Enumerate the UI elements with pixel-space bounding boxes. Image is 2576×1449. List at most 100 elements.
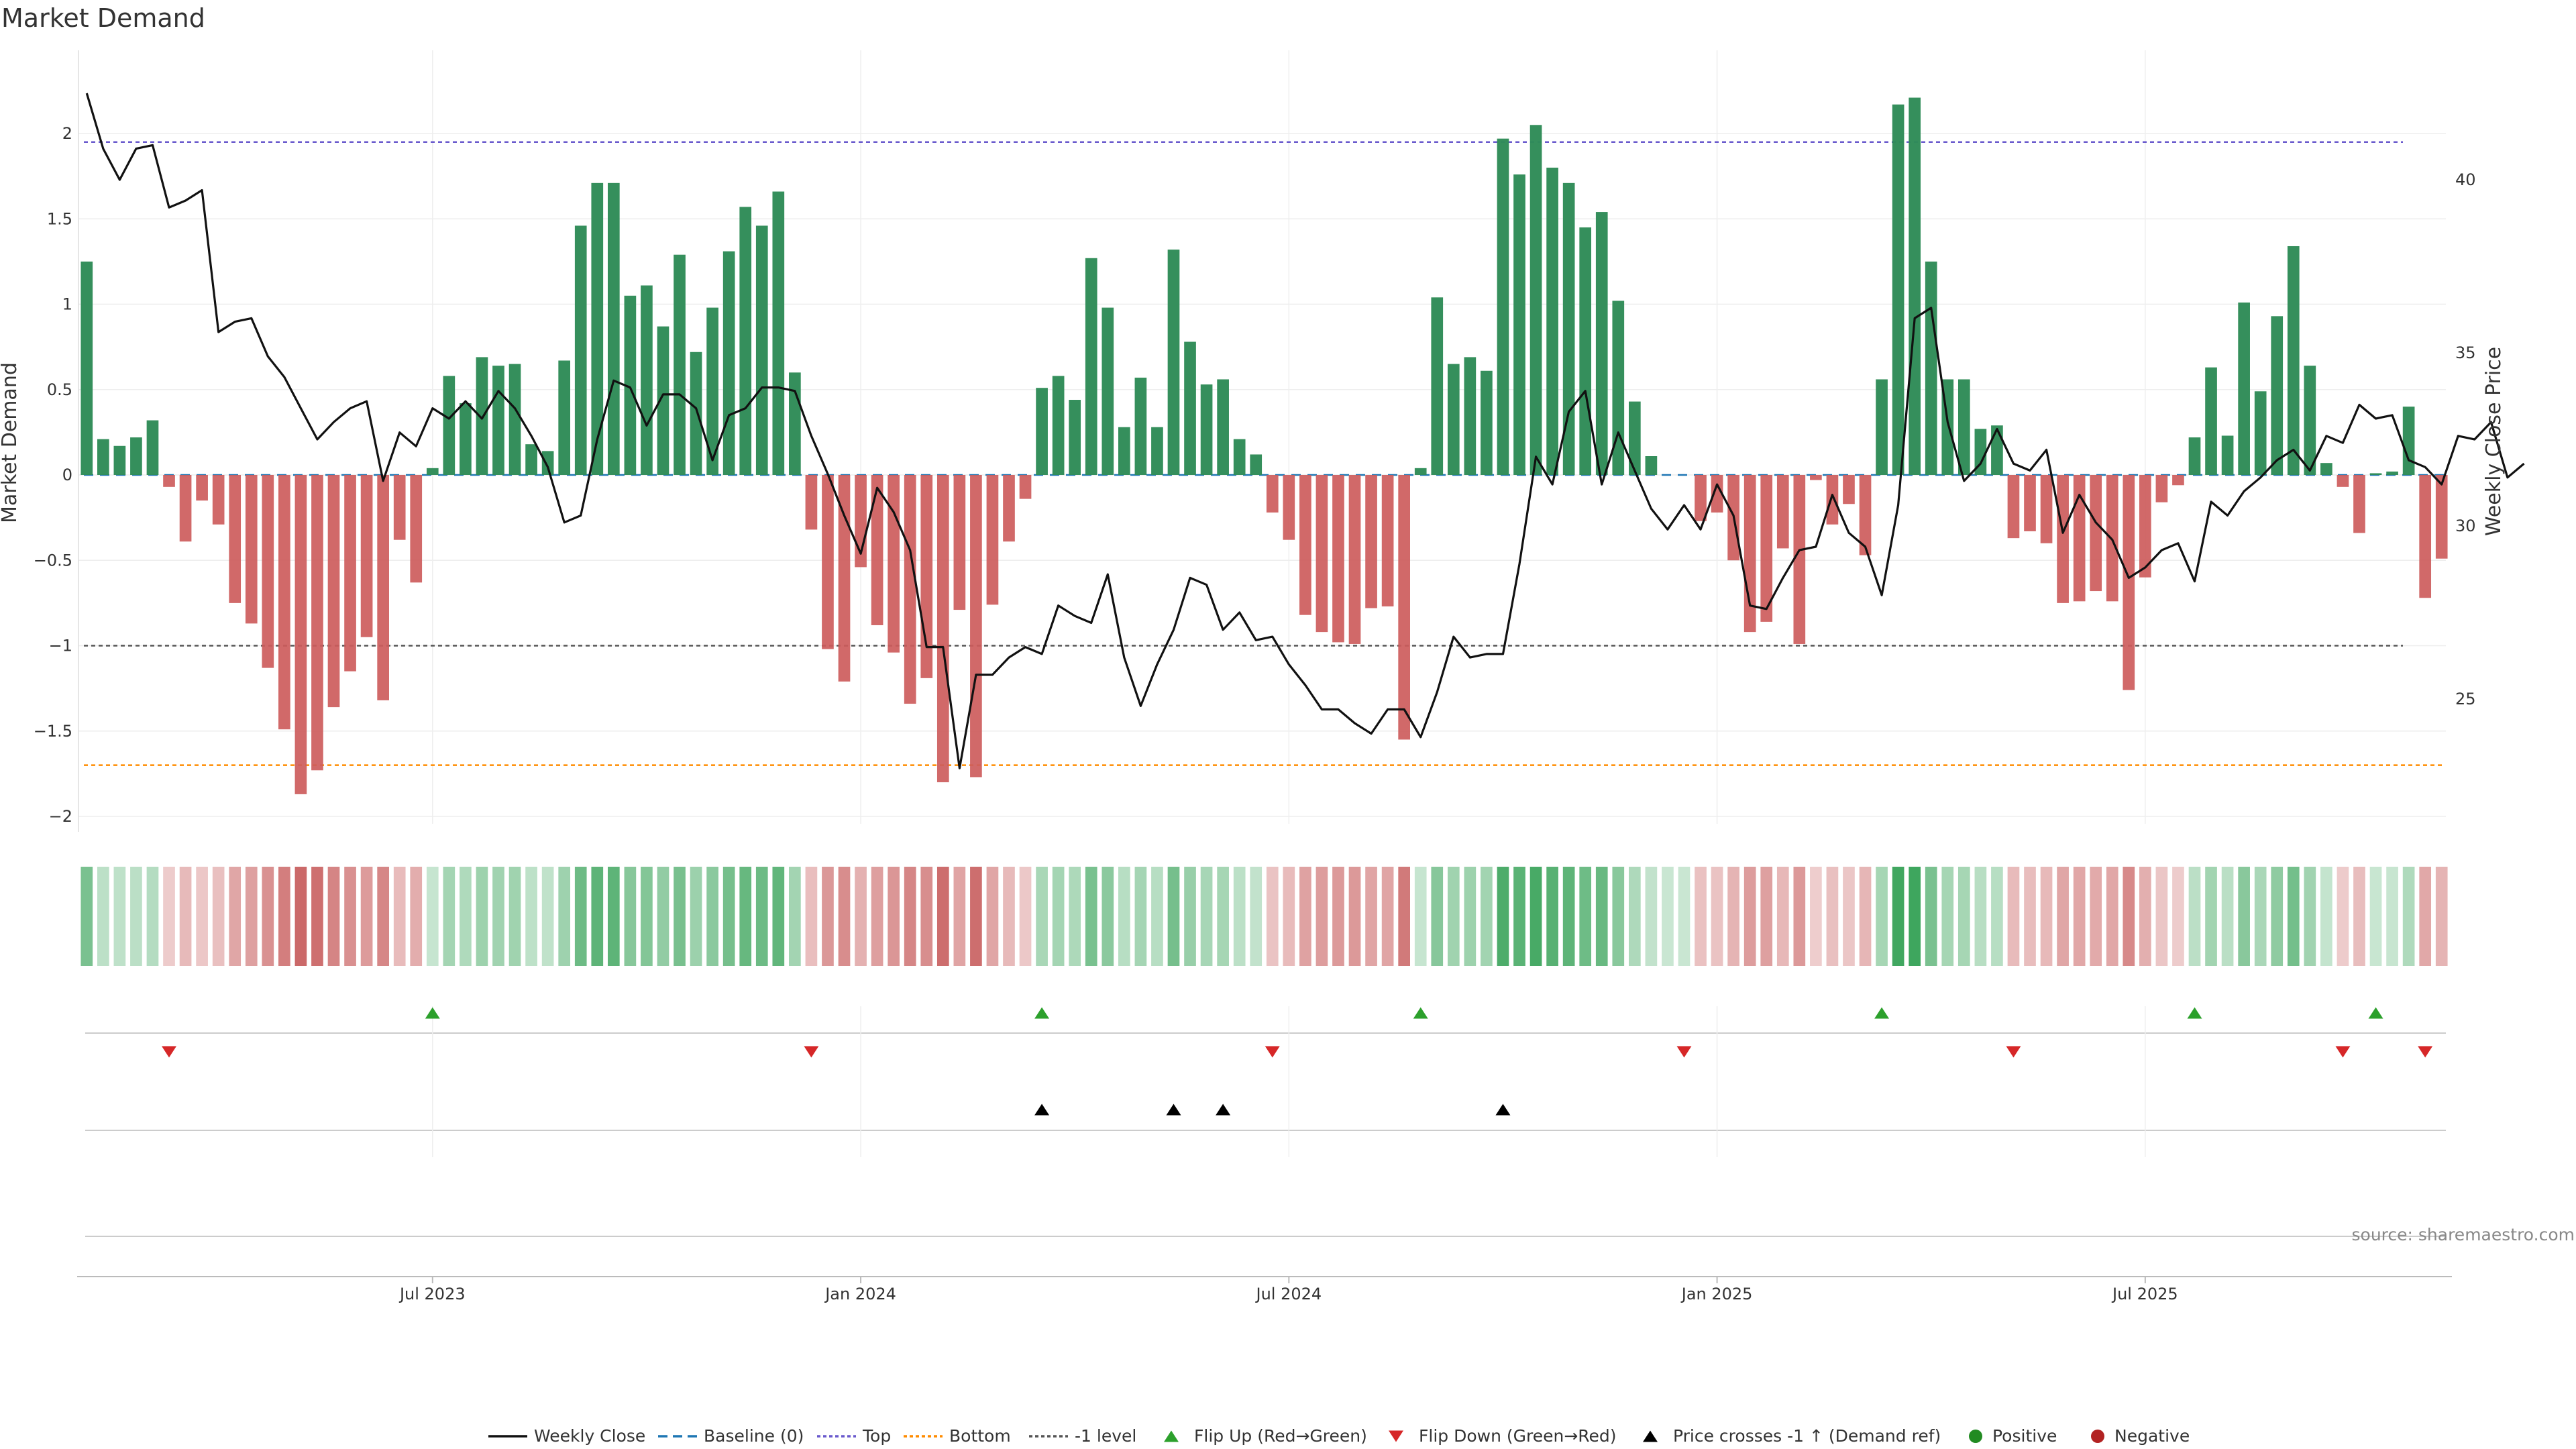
legend-swatch — [1389, 1430, 1403, 1442]
heat-cell — [838, 867, 851, 966]
demand-bar-positive — [624, 295, 637, 475]
legend-label: Flip Down (Green→Red) — [1419, 1426, 1617, 1446]
demand-bar-positive — [146, 420, 159, 475]
heat-cell — [1711, 867, 1723, 966]
demand-bar-negative — [1332, 475, 1344, 643]
heat-cell — [1925, 867, 1937, 966]
flip-down-marker — [2418, 1046, 2433, 1058]
legend-item-weekly-close: Weekly Close — [488, 1426, 645, 1446]
heat-cell — [1826, 867, 1839, 966]
demand-bar-positive — [1431, 297, 1444, 475]
demand-bar-positive — [130, 437, 142, 475]
demand-bar-negative — [986, 475, 999, 605]
legend-item-negative: Negative — [2091, 1426, 2190, 1446]
heat-cell — [476, 867, 488, 966]
demand-bar-positive — [1892, 104, 1904, 476]
weekly-close-line — [85, 93, 2525, 769]
demand-bar-negative — [2337, 475, 2349, 487]
heat-cell — [2057, 867, 2069, 966]
flip-up-marker — [2187, 1007, 2202, 1019]
heat-cell — [410, 867, 423, 966]
demand-bar-positive — [558, 360, 571, 475]
heat-cell — [1381, 867, 1394, 966]
demand-bar-negative — [871, 475, 883, 625]
demand-bar-positive — [1233, 439, 1246, 475]
heat-cell — [2073, 867, 2086, 966]
flip-down-marker — [2335, 1046, 2351, 1058]
demand-bar-positive — [1250, 454, 1263, 475]
demand-bar-negative — [1711, 475, 1723, 513]
heat-cell — [2238, 867, 2250, 966]
demand-bar-negative — [1859, 475, 1872, 555]
heat-cell — [393, 867, 406, 966]
heat-cell — [179, 867, 192, 966]
demand-bar-positive — [2304, 366, 2316, 475]
demand-heat-strip — [80, 867, 2448, 966]
heat-cell — [229, 867, 241, 966]
y2-tick-label: 30 — [2455, 517, 2476, 535]
heat-cell — [772, 867, 785, 966]
demand-bar-positive — [492, 366, 504, 475]
heat-cell — [2369, 867, 2382, 966]
y2-axis-label: Weekly Close Price — [2482, 347, 2506, 536]
legend-swatch — [1643, 1430, 1658, 1442]
heat-cell — [1481, 867, 1493, 966]
heat-cell — [657, 867, 669, 966]
demand-bar-negative — [1283, 475, 1295, 540]
demand-bar-positive — [641, 285, 653, 475]
demand-bar-positive — [1414, 468, 1427, 475]
legend-swatch — [2091, 1430, 2104, 1443]
heat-cell — [1266, 867, 1279, 966]
heat-cell — [1332, 867, 1344, 966]
demand-bar-negative — [2353, 475, 2365, 533]
demand-bar-positive — [2254, 391, 2267, 475]
demand-bar-positive — [1118, 427, 1130, 475]
heat-cell — [1957, 867, 1970, 966]
heat-cell — [690, 867, 702, 966]
legend-label: Negative — [2114, 1426, 2190, 1446]
demand-bar-negative — [229, 475, 241, 603]
demand-bar-positive — [2271, 316, 2284, 475]
heat-cell — [327, 867, 340, 966]
heat-cell — [1151, 867, 1163, 966]
demand-bar-negative — [2139, 475, 2151, 578]
demand-bar-positive — [113, 445, 126, 475]
demand-bar-negative — [805, 475, 818, 530]
demand-bar-positive — [97, 439, 109, 475]
heat-cell — [294, 867, 307, 966]
demand-bar-negative — [1843, 475, 1855, 504]
demand-bar-positive — [706, 307, 718, 475]
demand-bar-positive — [1529, 125, 1542, 475]
y2-tick-label: 25 — [2455, 690, 2476, 708]
heat-cell — [1283, 867, 1295, 966]
demand-bar-positive — [2402, 407, 2415, 475]
y-tick-label: −0.5 — [34, 551, 72, 570]
heat-cell — [1052, 867, 1065, 966]
x-axis: Jul 2023 Jan 2024 Jul 2024 Jan 2025 Jul 2025 — [77, 1276, 2452, 1303]
legend-label: Positive — [1992, 1426, 2057, 1446]
heat-cell — [822, 867, 834, 966]
heat-cell — [2304, 867, 2316, 966]
heat-cell — [936, 867, 949, 966]
heat-cell — [1200, 867, 1213, 966]
demand-bar-positive — [1876, 379, 1888, 475]
heat-cell — [1414, 867, 1427, 966]
heat-cell — [1743, 867, 1756, 966]
heat-cell — [1678, 867, 1690, 966]
demand-bar-positive — [1645, 456, 1658, 475]
heat-cell — [1612, 867, 1625, 966]
demand-bar-positive — [591, 182, 604, 475]
heat-cell — [1876, 867, 1888, 966]
demand-bar-positive — [657, 326, 669, 475]
demand-bar-positive — [443, 376, 455, 475]
heat-cell — [2337, 867, 2349, 966]
heat-cell — [1085, 867, 1097, 966]
heat-cell — [1579, 867, 1592, 966]
demand-bar-negative — [377, 475, 389, 700]
legend: Weekly Close Baseline (0) Top Bottom -1 leve… — [488, 1426, 2190, 1446]
flip-down-marker — [804, 1046, 819, 1058]
heat-cell — [163, 867, 175, 966]
heat-cell — [1629, 867, 1641, 966]
demand-bar-negative — [327, 475, 340, 708]
demand-bar-positive — [1134, 377, 1147, 475]
